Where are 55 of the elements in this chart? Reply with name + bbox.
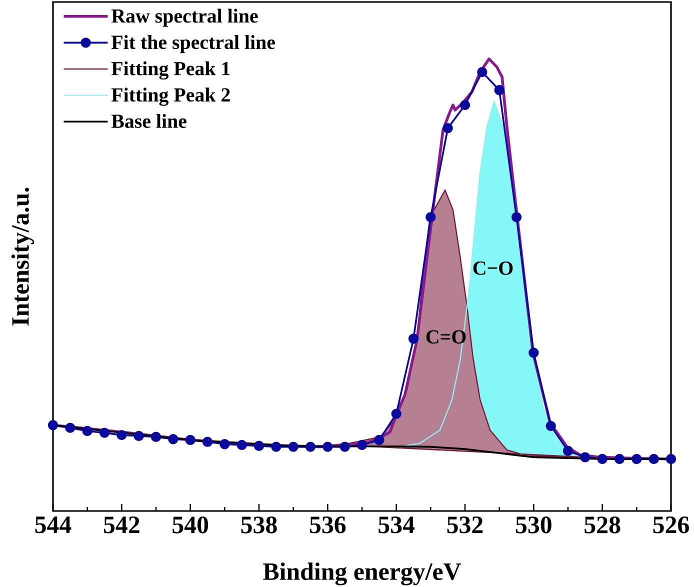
legend-label: Base line	[111, 114, 186, 128]
point	[185, 434, 196, 446]
x-tick-label: 540	[172, 516, 208, 534]
point	[597, 454, 608, 464]
point	[288, 442, 298, 452]
point	[356, 440, 368, 450]
point	[442, 123, 453, 134]
x-axis-title: Binding energy/eV	[263, 562, 462, 586]
point	[271, 442, 282, 452]
point	[99, 428, 110, 438]
point	[116, 430, 127, 440]
legend-label: Fitting Peak 2	[111, 88, 230, 106]
x-tick-label: 532	[447, 516, 483, 534]
point	[391, 408, 402, 419]
point	[528, 348, 539, 358]
x-tick-label: 538	[241, 516, 277, 534]
x-tick-label: 526	[653, 516, 689, 534]
point	[426, 212, 436, 222]
point	[666, 454, 676, 464]
point	[408, 334, 419, 344]
x-tick-label: 536	[310, 516, 346, 534]
point	[632, 454, 642, 464]
point	[322, 442, 333, 452]
point	[340, 442, 350, 452]
point	[511, 212, 522, 222]
point	[305, 442, 316, 452]
y-axis-title: Intensity/a.u.	[11, 188, 34, 326]
point	[614, 454, 625, 464]
point	[648, 454, 659, 464]
legend-label: Fit the spectral line	[111, 35, 275, 54]
point	[477, 66, 488, 78]
point	[220, 439, 230, 450]
point	[236, 440, 247, 450]
point	[65, 422, 76, 433]
point	[254, 440, 264, 452]
point	[82, 426, 92, 436]
point	[562, 446, 574, 456]
x-tick-label: 542	[104, 516, 140, 534]
x-tick-label: 528	[584, 516, 620, 534]
annotation: C−O	[473, 262, 513, 275]
legend-label: Raw spectral line	[111, 8, 258, 27]
point	[168, 434, 178, 444]
point	[150, 432, 162, 442]
point	[494, 85, 504, 96]
point	[460, 100, 470, 110]
x-tick-label: 534	[378, 516, 415, 534]
point	[374, 434, 384, 446]
point	[134, 430, 144, 442]
point	[546, 420, 556, 432]
legend-label: Fitting Peak 1	[111, 61, 230, 80]
point	[48, 420, 58, 430]
x-tick-label: 530	[516, 516, 552, 534]
point	[202, 436, 213, 447]
x-tick-label: 544	[35, 516, 72, 534]
point	[580, 452, 590, 462]
